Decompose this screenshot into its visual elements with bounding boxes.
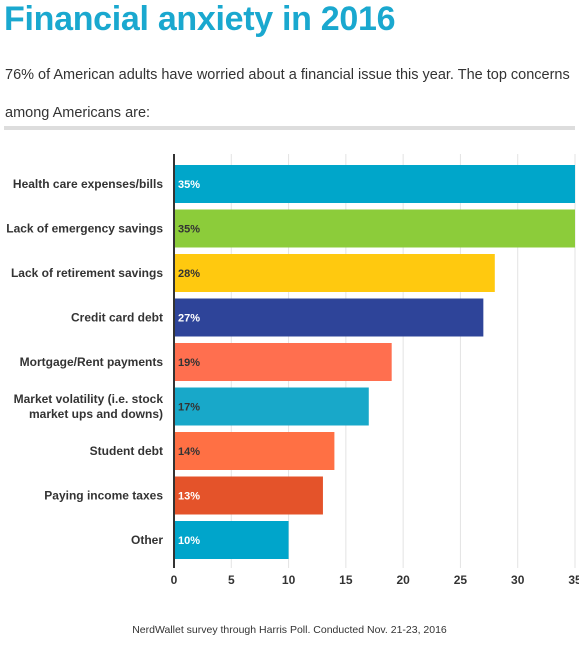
category-label: Paying income taxes (44, 489, 163, 503)
bar-chart: 35% 35% 28% 27% 19% 17% 14% 13% 10% Health care … (6, 154, 579, 587)
bar (174, 298, 484, 337)
x-tick-label: 10 (282, 573, 296, 587)
chart-subtitle: 76% of American adults have worried abou… (5, 67, 570, 121)
bar (174, 209, 575, 248)
bar (174, 254, 495, 292)
x-tick-label: 30 (511, 573, 525, 587)
bar-value-label: 10% (178, 535, 200, 547)
category-label: Other (131, 533, 163, 547)
bar (174, 165, 575, 203)
category-labels: Health care expenses/bills Lack of emerge… (6, 177, 163, 547)
bar (174, 521, 289, 559)
category-label: Market volatility (i.e. stock (14, 392, 164, 406)
category-label: market ups and downs) (29, 407, 163, 421)
bar-value-label: 35% (178, 179, 200, 191)
category-label: Credit card debt (71, 311, 163, 325)
divider (4, 126, 575, 130)
x-tick-label: 15 (339, 573, 353, 587)
bar (174, 432, 335, 470)
source-note: NerdWallet survey through Harris Poll. C… (132, 624, 447, 636)
category-label: Mortgage/Rent payments (20, 355, 164, 369)
bar-value-label: 19% (178, 357, 200, 369)
category-label: Lack of emergency savings (6, 222, 163, 236)
bar-value-label: 28% (178, 268, 200, 280)
bar-value-label: 13% (178, 491, 200, 503)
chart-title: Financial anxiety in 2016 (4, 0, 396, 38)
bar (174, 343, 392, 381)
bar-value-label: 14% (178, 446, 200, 458)
category-label: Student debt (90, 444, 163, 458)
x-axis-ticks: 0 5 10 15 20 25 30 35 (171, 573, 579, 587)
category-label: Health care expenses/bills (13, 177, 163, 191)
bar-value-label: 27% (178, 313, 200, 325)
x-tick-label: 5 (228, 573, 235, 587)
bar-value-label: 35% (178, 224, 200, 236)
x-tick-label: 35 (568, 573, 579, 587)
bar (174, 476, 323, 515)
bar-value-label: 17% (178, 402, 200, 414)
x-tick-label: 25 (454, 573, 468, 587)
bar (174, 387, 369, 426)
x-tick-label: 0 (171, 573, 178, 587)
x-tick-label: 20 (396, 573, 410, 587)
bars: 35% 35% 28% 27% 19% 17% 14% 13% 10% (174, 165, 575, 559)
category-label: Lack of retirement savings (11, 266, 163, 280)
